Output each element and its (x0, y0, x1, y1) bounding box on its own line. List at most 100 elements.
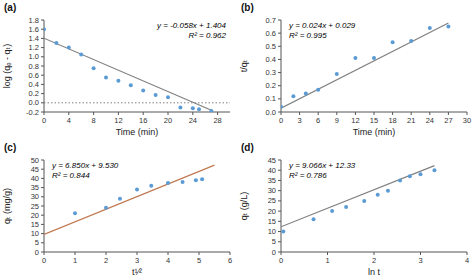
y-tick-label: 1.0 (29, 52, 39, 61)
scatter-point (362, 199, 366, 203)
x-tick (299, 112, 300, 115)
y-tick (278, 211, 281, 212)
y-tick-label: 0.0 (266, 108, 276, 117)
x-tick-label: 24 (426, 116, 434, 125)
y-tick-label: 15 (268, 217, 276, 226)
x-tick (68, 112, 69, 115)
x-tick-label: 2 (372, 256, 376, 265)
y-axis-label: t/qₜ (239, 59, 249, 72)
scatter-point (304, 92, 308, 96)
x-tick (168, 112, 169, 115)
y-tick-label: -0.2 (26, 108, 39, 117)
x-tick (75, 252, 76, 255)
scatter-point (166, 181, 170, 185)
y-tick (278, 241, 281, 242)
y-tick (278, 98, 281, 99)
equation: y = -0.058x + 1.404 (156, 21, 226, 30)
scatter-point (181, 180, 185, 184)
x-tick-label: 9 (335, 116, 339, 125)
y-tick-label: 25 (31, 202, 39, 211)
y-tick (41, 242, 44, 243)
x-tick-label: 1 (325, 256, 329, 265)
y-tick-label: 1.8 (29, 16, 39, 25)
y-tick (41, 215, 44, 216)
scatter-point (419, 172, 423, 176)
panel: 01234051015202530354045ln tqₜ (g/L)(d)y … (239, 142, 469, 277)
scatter-point (386, 189, 390, 193)
y-tick (41, 75, 44, 76)
x-tick-label: 24 (189, 116, 197, 125)
x-tick (137, 252, 138, 255)
y-tick (41, 252, 44, 253)
x-tick-label: 4 (166, 256, 170, 265)
x-tick-label: 20 (164, 116, 172, 125)
y-tick (278, 33, 281, 34)
x-tick (467, 252, 468, 255)
y-tick-label: 35 (31, 183, 39, 192)
x-tick-label: 6 (228, 256, 232, 265)
scatter-point (281, 105, 283, 109)
scatter-point (312, 217, 316, 221)
y-tick (278, 190, 281, 191)
equation: R² = 0.995 (289, 31, 327, 40)
y-tick (278, 46, 281, 47)
y-tick (278, 160, 281, 161)
x-tick-label: 21 (407, 116, 415, 125)
y-tick (41, 160, 44, 161)
marks (281, 23, 450, 109)
y-tick-label: 1.6 (29, 25, 39, 34)
scatter-point (376, 193, 380, 197)
marks (44, 27, 230, 112)
y-tick-label: 0.3 (266, 68, 276, 77)
y-tick-label: 50 (31, 156, 39, 165)
y-tick-label: 0.1 (266, 94, 276, 103)
figure: 0481216202428-0.20.00.20.40.60.81.01.21.… (0, 0, 474, 280)
y-tick-label: 30 (268, 186, 276, 195)
y-tick (41, 29, 44, 30)
scatter-point (191, 106, 195, 110)
x-tick-label: 0 (279, 116, 283, 125)
trend-line (281, 166, 434, 227)
scatter-point (391, 40, 395, 44)
y-tick-label: 25 (268, 196, 276, 205)
y-tick (41, 187, 44, 188)
y-tick-label: 1.4 (29, 34, 39, 43)
panel-label: (b) (241, 2, 254, 13)
scatter-point (104, 206, 108, 210)
x-tick-label: 28 (213, 116, 221, 125)
panel: 0481216202428-0.20.00.20.40.60.81.01.21.… (2, 2, 230, 137)
y-tick-label: 20 (268, 207, 276, 216)
scatter-point (428, 26, 432, 30)
trend-line (44, 165, 215, 234)
x-tick-label: 12 (351, 116, 359, 125)
scatter-point (409, 39, 413, 43)
x-tick (318, 112, 319, 115)
y-tick-label: 0.7 (266, 16, 276, 25)
y-tick-label: 10 (268, 227, 276, 236)
y-tick (41, 93, 44, 94)
x-tick (143, 112, 144, 115)
scatter-point (44, 27, 46, 31)
x-tick (420, 252, 421, 255)
scatter-point (129, 83, 133, 87)
x-tick-label: 3 (135, 256, 139, 265)
y-tick (41, 102, 44, 103)
y-axis-label: qₜ (mg/g) (2, 188, 12, 224)
y-tick (278, 85, 281, 86)
y-tick (41, 206, 44, 207)
y-tick (278, 200, 281, 201)
trend-line (44, 38, 211, 110)
scatter-point (73, 211, 77, 215)
y-tick (41, 20, 44, 21)
y-tick-label: 20 (31, 211, 39, 220)
y-tick (41, 169, 44, 170)
scatter-point (154, 93, 158, 97)
y-tick (278, 221, 281, 222)
panel-label: (d) (241, 142, 254, 153)
y-tick-label: 15 (31, 220, 39, 229)
scatter-point (432, 168, 436, 172)
y-tick-label: 5 (272, 237, 276, 246)
panel: 0369121518212427300.00.10.20.30.40.50.60… (239, 2, 471, 137)
y-tick-label: 40 (31, 174, 39, 183)
x-tick (448, 112, 449, 115)
